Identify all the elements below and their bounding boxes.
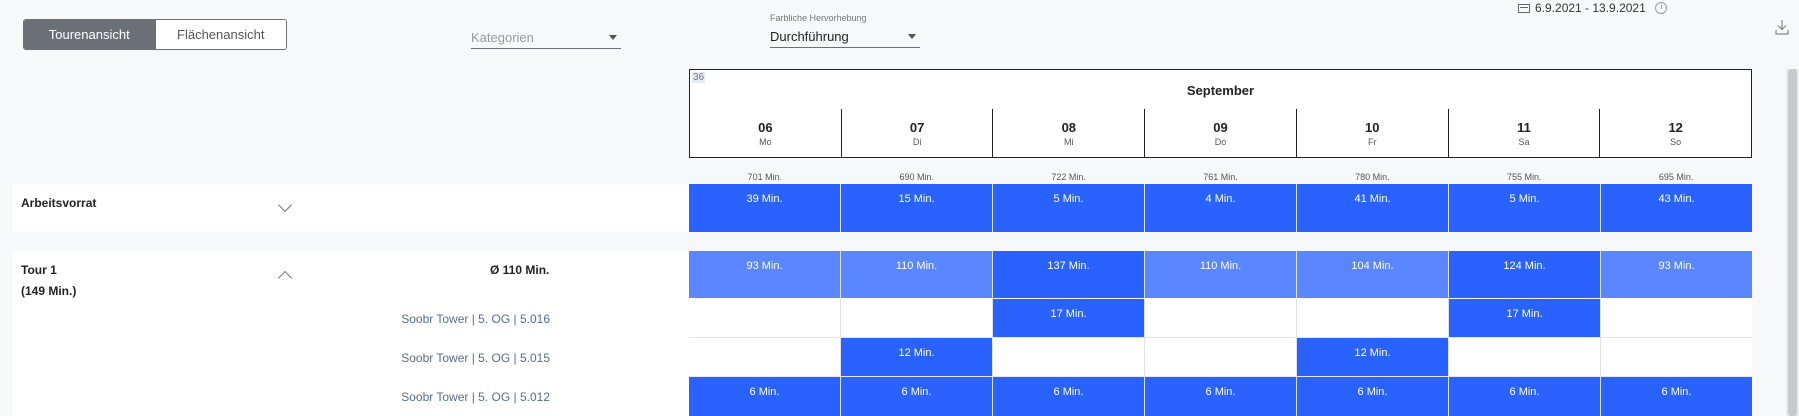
grid-cell[interactable] — [1448, 338, 1600, 376]
chevron-down-icon — [908, 34, 916, 39]
tour1-duration: (149 Min.) — [21, 284, 77, 298]
daily-total: 701 Min. — [747, 172, 783, 182]
month-title: September — [1186, 83, 1255, 98]
grid-cell[interactable]: 12 Min. — [1296, 338, 1448, 376]
view-toggle: Tourenansicht Flächenansicht — [23, 19, 287, 50]
kategorien-placeholder: Kategorien — [471, 30, 534, 45]
tour1-panel — [12, 251, 689, 416]
scrollbar-thumb[interactable] — [1788, 69, 1797, 416]
grid-cell[interactable]: 17 Min. — [992, 299, 1144, 337]
grid-cell[interactable]: 93 Min. — [1600, 251, 1752, 298]
grid-cell[interactable]: 39 Min. — [689, 184, 840, 232]
tourenansicht-button[interactable]: Tourenansicht — [24, 20, 155, 49]
grid-cell[interactable]: 6 Min. — [1600, 377, 1752, 416]
day-number: 11 — [1517, 120, 1531, 135]
farbliche-value: Durchführung — [770, 29, 849, 44]
day-number: 10 — [1365, 120, 1380, 135]
day-column: 10 Fr — [1295, 109, 1448, 157]
day-number: 08 — [1061, 120, 1077, 135]
grid-cell[interactable] — [992, 338, 1144, 376]
day-number: 07 — [909, 120, 925, 135]
daily-total: 690 Min. — [899, 172, 935, 182]
calendar-icon — [1518, 3, 1530, 13]
day-weekday: Fr — [1367, 137, 1377, 147]
day-column: 12 So — [1599, 109, 1751, 157]
grid-cell[interactable]: 17 Min. — [1448, 299, 1600, 337]
room-label[interactable]: Soobr Tower | 5. OG | 5.016 — [401, 312, 550, 326]
grid-cell[interactable]: 6 Min. — [1296, 377, 1448, 416]
grid-cell[interactable]: 5 Min. — [1448, 184, 1600, 232]
farbliche-select[interactable]: Durchführung — [770, 26, 920, 48]
day-column: 08 Mi — [992, 109, 1144, 157]
download-icon[interactable] — [1775, 19, 1789, 35]
day-weekday: Mo — [759, 137, 772, 147]
arbeitsvorrat-row: 39 Min. 15 Min. 5 Min. 4 Min. 41 Min. 5 … — [689, 184, 1752, 232]
grid-cell[interactable]: 93 Min. — [689, 251, 840, 298]
grid-cell[interactable]: 6 Min. — [1448, 377, 1600, 416]
grid-cell[interactable] — [1144, 338, 1296, 376]
grid-cell[interactable]: 6 Min. — [689, 377, 840, 416]
grid-cell[interactable]: 6 Min. — [840, 377, 992, 416]
grid-cell[interactable] — [1600, 299, 1752, 337]
grid-cell[interactable]: 5 Min. — [992, 184, 1144, 232]
grid-cell[interactable]: 43 Min. — [1600, 184, 1752, 232]
grid-cell[interactable]: 41 Min. — [1296, 184, 1448, 232]
flaechenansicht-button[interactable]: Flächenansicht — [154, 20, 286, 49]
day-column: 06 Mo — [690, 109, 841, 157]
day-number: 09 — [1213, 120, 1228, 135]
day-number: 12 — [1668, 120, 1683, 135]
grid-cell[interactable] — [1144, 299, 1296, 337]
day-number: 06 — [758, 120, 773, 135]
day-weekday: Do — [1214, 137, 1227, 147]
grid-cell[interactable] — [689, 338, 840, 376]
daily-total: 780 Min. — [1355, 172, 1390, 182]
grid-cell[interactable]: 124 Min. — [1448, 251, 1600, 298]
chevron-down-icon — [609, 35, 617, 40]
arbeitsvorrat-panel — [12, 184, 689, 232]
scrollbar[interactable] — [1786, 69, 1799, 416]
grid-cell[interactable]: 15 Min. — [840, 184, 992, 232]
room-row: 17 Min. 17 Min. — [689, 299, 1752, 338]
day-column: 07 Di — [840, 109, 993, 157]
daily-total: 695 Min. — [1658, 172, 1694, 182]
tour1-row: 93 Min. 110 Min. 137 Min. 110 Min. 104 M… — [689, 251, 1752, 298]
grid-cell[interactable] — [840, 299, 992, 337]
kategorien-select[interactable]: Kategorien — [471, 27, 621, 49]
grid-cell[interactable]: 104 Min. — [1296, 251, 1448, 298]
tour1-average: Ø 110 Min. — [490, 263, 550, 277]
week-number: 36 — [692, 72, 706, 83]
room-label[interactable]: Soobr Tower | 5. OG | 5.012 — [401, 390, 550, 404]
daily-total: 722 Min. — [1051, 172, 1086, 182]
daily-total: 755 Min. — [1506, 172, 1542, 182]
grid-cell[interactable]: 6 Min. — [992, 377, 1144, 416]
tour1-label: Tour 1 — [21, 263, 57, 277]
daily-totals: 701 Min. 690 Min. 722 Min. 761 Min. 780 … — [689, 172, 1752, 182]
day-column: 11 Sa — [1447, 109, 1600, 157]
farbliche-label: Farbliche Hervorhebung — [770, 13, 867, 23]
grid-cell[interactable]: 110 Min. — [840, 251, 992, 298]
room-row: 12 Min. 12 Min. — [689, 338, 1752, 377]
day-weekday: Di — [912, 137, 922, 147]
grid-cell[interactable]: 137 Min. — [992, 251, 1144, 298]
grid-cell[interactable]: 4 Min. — [1144, 184, 1296, 232]
day-weekday: Mi — [1064, 137, 1074, 147]
grid-cell[interactable] — [1600, 338, 1752, 376]
grid-cell[interactable] — [689, 299, 840, 337]
date-range-text: 6.9.2021 - 13.9.2021 — [1535, 1, 1646, 15]
day-weekday: So — [1670, 137, 1682, 147]
calendar-header: 36 September 06 Mo 07 Di 08 Mi 09 Do 10 Fr 11… — [689, 69, 1752, 158]
room-label[interactable]: Soobr Tower | 5. OG | 5.015 — [401, 351, 550, 365]
room-row: 6 Min. 6 Min. 6 Min. 6 Min. 6 Min. 6 Min… — [689, 377, 1752, 416]
daily-total: 761 Min. — [1203, 172, 1238, 182]
day-weekday: Sa — [1518, 137, 1530, 147]
history-icon[interactable] — [1654, 2, 1667, 14]
grid-cell[interactable]: 12 Min. — [840, 338, 992, 376]
grid-cell[interactable]: 6 Min. — [1144, 377, 1296, 416]
date-range-picker[interactable]: 6.9.2021 - 13.9.2021 — [1518, 1, 1667, 15]
arbeitsvorrat-label: Arbeitsvorrat — [21, 196, 97, 210]
grid-cell[interactable] — [1296, 299, 1448, 337]
day-column: 09 Do — [1144, 109, 1296, 157]
grid-cell[interactable]: 110 Min. — [1144, 251, 1296, 298]
